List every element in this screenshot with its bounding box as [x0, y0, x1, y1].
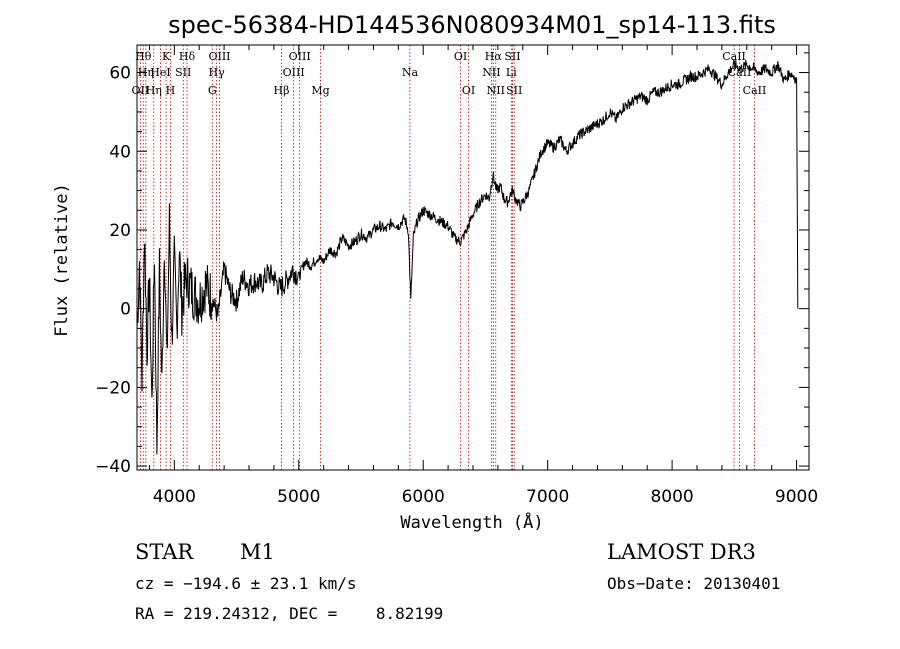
spectral-line-label: NII: [482, 66, 500, 79]
x-tick-label: 7000: [526, 487, 569, 507]
object-class: STAR: [135, 540, 194, 564]
spectral-line-label: SII: [504, 50, 520, 63]
redshift-cz: cz = −194.6 ± 23.1 km/s: [135, 574, 357, 593]
spectral-line-label: Hθ: [135, 50, 152, 63]
spectral-line-label: Hβ: [274, 84, 290, 97]
spectral-lines: [139, 45, 755, 470]
spectral-line-label: SII: [506, 84, 522, 97]
spectral-line-label: Hγ: [209, 66, 226, 79]
spectral-line-label: OII: [132, 84, 150, 97]
spectral-line-label: OIII: [208, 50, 230, 63]
spectral-line-label: SII: [175, 66, 191, 79]
spectral-line-label: Hη: [146, 84, 162, 97]
x-tick-label: 8000: [650, 487, 693, 507]
obs-date: Obs−Date: 20130401: [607, 574, 781, 593]
y-tick-label: 60: [109, 64, 131, 84]
y-tick-label: −40: [95, 457, 131, 477]
chart-title: spec-56384-HD144536N080934M01_sp14-113.f…: [168, 11, 776, 39]
object-subclass: M1: [240, 540, 275, 564]
spectral-line-label: Na: [402, 66, 419, 79]
spectral-line-label: CaII: [728, 66, 752, 79]
spectral-line-label: OI: [462, 84, 475, 97]
flux-series: [136, 59, 799, 455]
y-tick-label: 0: [120, 300, 131, 320]
spectral-line-label: OIII: [289, 50, 311, 63]
spectral-line-label: G: [208, 84, 217, 97]
x-tick-label: 9000: [775, 487, 818, 507]
spectral-line-label: Li: [506, 66, 517, 79]
spectral-line-label: K: [162, 50, 171, 63]
y-axis-label: Flux (relative): [52, 183, 72, 337]
spectral-line-label: Mg: [311, 84, 329, 97]
spectral-line-label: OIII: [283, 66, 305, 79]
spectral-line-label: CaII: [743, 84, 767, 97]
x-tick-label: 5000: [277, 487, 320, 507]
spectral-line-label: HeI: [150, 66, 170, 79]
spectral-line-label: OI: [454, 50, 467, 63]
x-axis-label: Wavelength (Å): [400, 511, 543, 533]
y-tick-label: −20: [95, 378, 131, 398]
survey-name: LAMOST DR3: [607, 540, 756, 564]
y-tick-label: 20: [109, 221, 131, 241]
spectral-line-label: Hδ: [179, 50, 196, 63]
x-tick-label: 4000: [153, 487, 196, 507]
axis-ticks: 4000 5000 6000 7000 8000 9000 −40 −20 0 20 40 60: [95, 45, 818, 507]
flux-line: [136, 59, 799, 455]
plot-frame: [136, 44, 810, 471]
spectral-line-label: Hα: [485, 50, 503, 63]
spectral-line-label: NII: [487, 84, 505, 97]
y-tick-label: 40: [109, 142, 131, 162]
ra-dec: RA = 219.24312, DEC = 8.82199: [135, 604, 444, 623]
x-tick-label: 6000: [402, 487, 445, 507]
spectral-line-label: H: [166, 84, 176, 97]
spectral-line-label: CaII: [722, 50, 746, 63]
